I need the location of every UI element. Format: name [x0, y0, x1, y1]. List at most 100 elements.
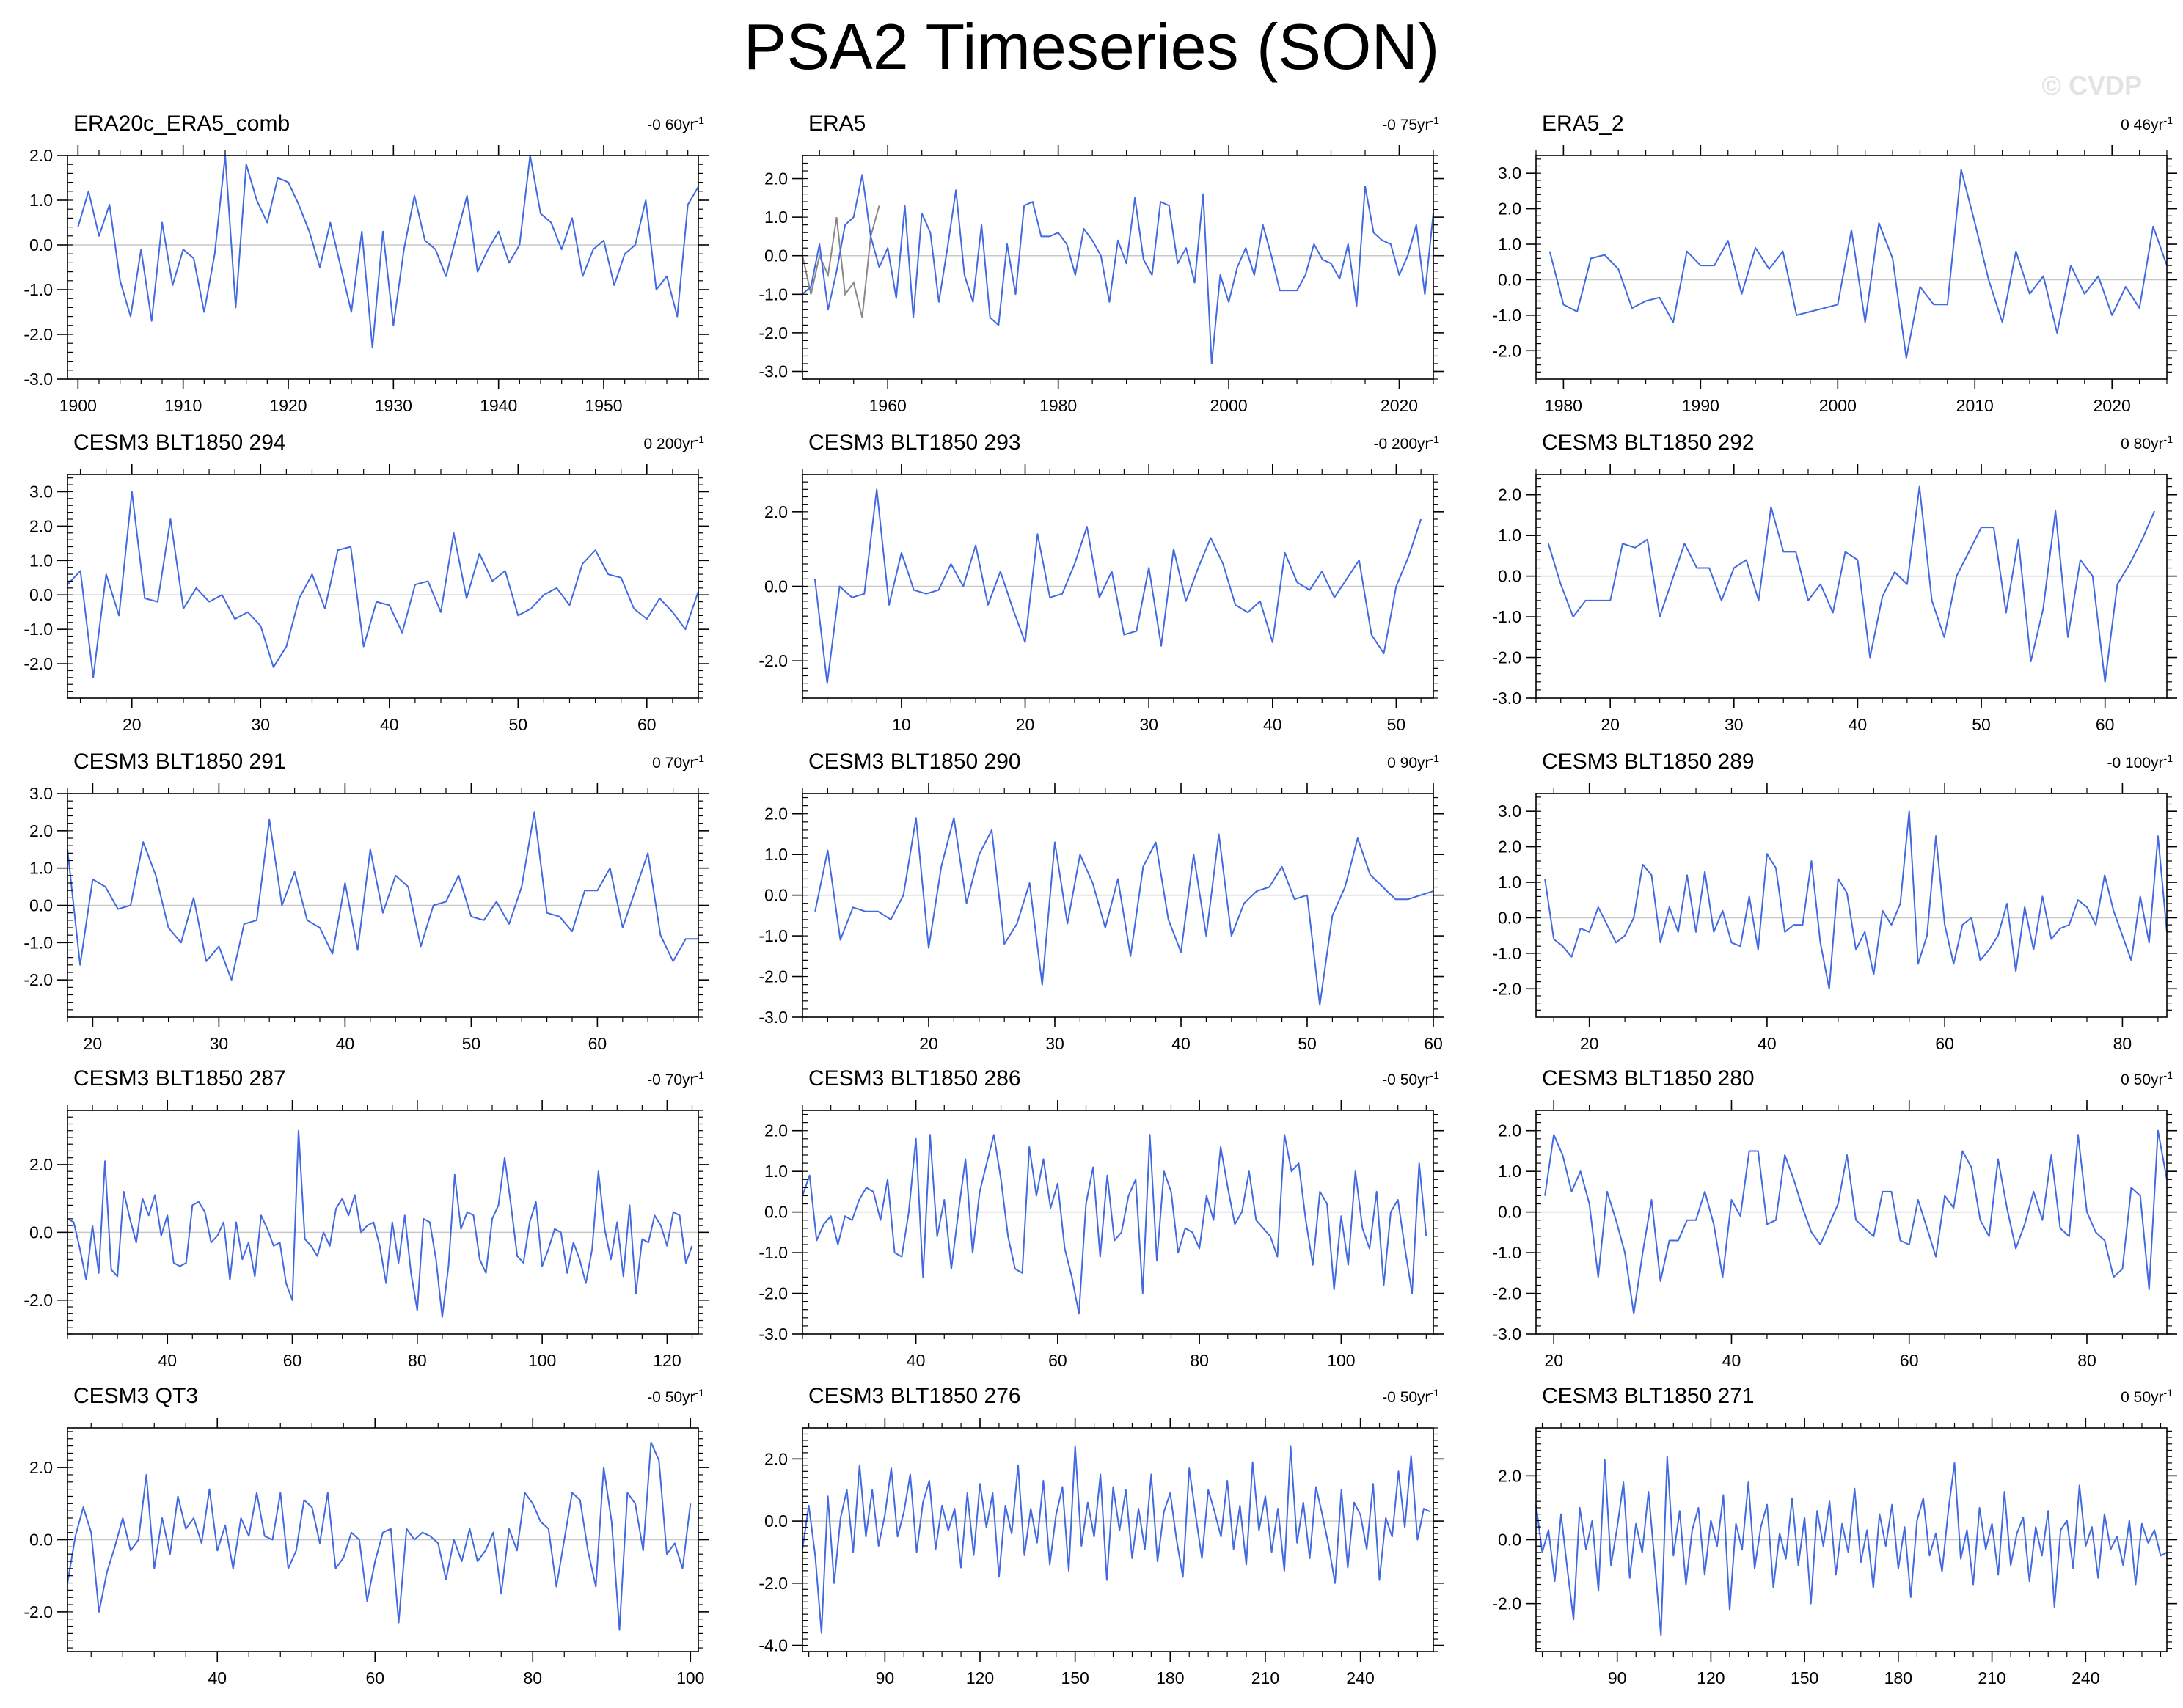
chart-panel: CESM3 BLT1850 290 0 90yr-1 2.0 1.0 0.0 -1.0 -2…	[742, 748, 1476, 1063]
y-tick-label: 1.0	[1498, 1162, 1521, 1181]
x-tick-label: 40	[336, 1034, 355, 1053]
trend-label: 0 70yr-1	[652, 752, 704, 772]
x-tick-label: 80	[2113, 1034, 2132, 1053]
trend-value: 0 80yr	[2121, 436, 2164, 452]
y-tick-label: 0.0	[1498, 1203, 1521, 1222]
y-tick-label: 0.0	[764, 577, 788, 596]
y-tick-label: 0.0	[29, 1531, 53, 1550]
x-tick-label: 100	[676, 1668, 704, 1687]
y-tick-label: -1.0	[23, 933, 53, 952]
y-tick-label: 1.0	[29, 551, 53, 570]
x-tick-label: 60	[637, 715, 657, 734]
y-tick-label: 1.0	[29, 859, 53, 878]
panel-title: CESM3 BLT1850 292	[1542, 430, 1755, 455]
y-tick-label: -2.0	[758, 1284, 788, 1303]
trend-unit: -1	[695, 114, 704, 126]
series-line	[77, 155, 699, 349]
y-tick-label: -2.0	[23, 1291, 53, 1310]
trend-label: -0 75yr-1	[1382, 114, 1439, 134]
x-tick-label: 40	[208, 1668, 227, 1687]
trend-unit: -1	[2163, 114, 2173, 126]
x-tick-label: 1980	[1545, 396, 1582, 415]
y-tick-label: 3.0	[1498, 164, 1521, 183]
series-line	[67, 811, 698, 981]
trend-unit: -1	[1430, 752, 1439, 764]
chart-svg: 2.0 1.0 0.0 -1.0 -2.0 -3.0 20 30 40 50 60	[1492, 464, 2177, 734]
y-tick-label: 3.0	[29, 482, 53, 501]
trend-label: 0 80yr-1	[2121, 433, 2173, 453]
x-tick-label: 2000	[1210, 396, 1247, 415]
trend-label: 0 50yr-1	[2121, 1069, 2173, 1089]
y-tick-label: -2.0	[1492, 341, 1521, 360]
y-tick-label: 1.0	[29, 191, 53, 210]
x-tick-label: 60	[283, 1351, 302, 1370]
trend-unit: -1	[2163, 433, 2173, 445]
trend-unit: -1	[2163, 752, 2173, 764]
x-tick-label: 150	[1791, 1668, 1818, 1687]
trend-value: -0 60yr	[647, 117, 695, 133]
x-tick-label: 240	[1346, 1668, 1374, 1687]
chart-svg: 2.0 0.0 -2.0 40 60 80 100 120	[23, 1100, 709, 1370]
y-tick-label: 3.0	[29, 784, 53, 803]
series-line	[802, 1134, 1427, 1315]
y-tick-label: 0.0	[1498, 567, 1521, 586]
series-line	[1544, 810, 2168, 990]
series-line	[1535, 1456, 2168, 1637]
x-tick-label: 50	[508, 715, 527, 734]
trend-value: 0 90yr	[1387, 755, 1430, 771]
y-tick-label: 1.0	[764, 1162, 788, 1181]
trend-value: -0 50yr	[1382, 1071, 1430, 1088]
x-tick-label: 60	[588, 1034, 607, 1053]
panel-title: CESM3 BLT1850 276	[808, 1384, 1021, 1408]
trend-unit: -1	[695, 1387, 704, 1399]
chart-panel: CESM3 BLT1850 293 -0 200yr-1 2.0 0.0 -2.0 10 2…	[742, 429, 1476, 744]
y-tick-label: 2.0	[29, 821, 53, 840]
y-tick-label: 0.0	[29, 585, 53, 604]
trend-label: -0 70yr-1	[647, 1069, 704, 1089]
trend-unit: -1	[695, 752, 704, 764]
y-tick-label: 2.0	[1498, 199, 1521, 219]
y-tick-label: -3.0	[758, 1324, 788, 1344]
x-tick-label: 150	[1061, 1668, 1089, 1687]
plot-frame	[802, 1110, 1434, 1335]
x-tick-label: 20	[1544, 1351, 1563, 1370]
chart-panel: CESM3 BLT1850 289 -0 100yr-1 3.0 2.0 1.0 0.0 -…	[1476, 748, 2183, 1063]
y-tick-label: 1.0	[764, 208, 788, 227]
x-tick-label: 120	[1697, 1668, 1725, 1687]
plot-frame	[67, 474, 699, 699]
x-tick-label: 20	[123, 715, 142, 734]
x-tick-label: 60	[1424, 1034, 1443, 1053]
x-tick-label: 100	[528, 1351, 556, 1370]
x-tick-label: 40	[1171, 1034, 1191, 1053]
y-tick-label: -3.0	[1492, 1324, 1521, 1344]
chart-panel: ERA20c_ERA5_comb -0 60yr-1 2.0 1.0 0.0 -1.0 -2…	[7, 110, 741, 425]
y-tick-label: 3.0	[1498, 802, 1521, 821]
y-tick-label: -2.0	[1492, 1284, 1521, 1303]
x-tick-label: 40	[1722, 1351, 1741, 1370]
x-tick-label: 90	[1608, 1668, 1627, 1687]
chart-panel: CESM3 BLT1850 276 -0 50yr-1 2.0 0.0 -2.0 -4.0…	[742, 1382, 1476, 1698]
chart-panel: ERA5_2 0 46yr-1 3.0 2.0 1.0 0.0 -1.0 -2.0 1980 19…	[1476, 110, 2183, 425]
trend-value: -0 100yr	[2107, 755, 2164, 771]
y-tick-label: 0.0	[29, 235, 53, 254]
panel-title: CESM3 BLT1850 291	[73, 749, 286, 774]
chart-panel: CESM3 BLT1850 271 0 50yr-1 2.0 0.0 -2.0 90 120…	[1476, 1382, 2183, 1698]
panel-title: ERA20c_ERA5_comb	[73, 111, 290, 136]
y-tick-label: -2.0	[1492, 979, 1521, 998]
trend-unit: -1	[1430, 433, 1439, 445]
y-tick-label: 0.0	[1498, 908, 1521, 927]
x-tick-label: 20	[1580, 1034, 1599, 1053]
x-tick-label: 80	[2077, 1351, 2096, 1370]
series-line	[1548, 169, 2168, 359]
trend-label: -0 50yr-1	[1382, 1069, 1439, 1089]
x-tick-label: 1920	[269, 396, 307, 415]
trend-value: 0 200yr	[643, 436, 695, 452]
chart-svg: 3.0 2.0 1.0 0.0 -1.0 -2.0 20 30 40 50 60	[23, 464, 709, 734]
trend-value: 0 70yr	[652, 755, 695, 771]
chart-svg: 3.0 2.0 1.0 0.0 -1.0 -2.0 20 30 40 50 60	[23, 783, 709, 1053]
y-tick-label: -2.0	[1492, 1594, 1521, 1613]
trend-value: -0 50yr	[1382, 1389, 1430, 1406]
panel-title: ERA5	[808, 111, 866, 136]
series-line	[802, 174, 1434, 364]
x-tick-label: 40	[158, 1351, 177, 1370]
